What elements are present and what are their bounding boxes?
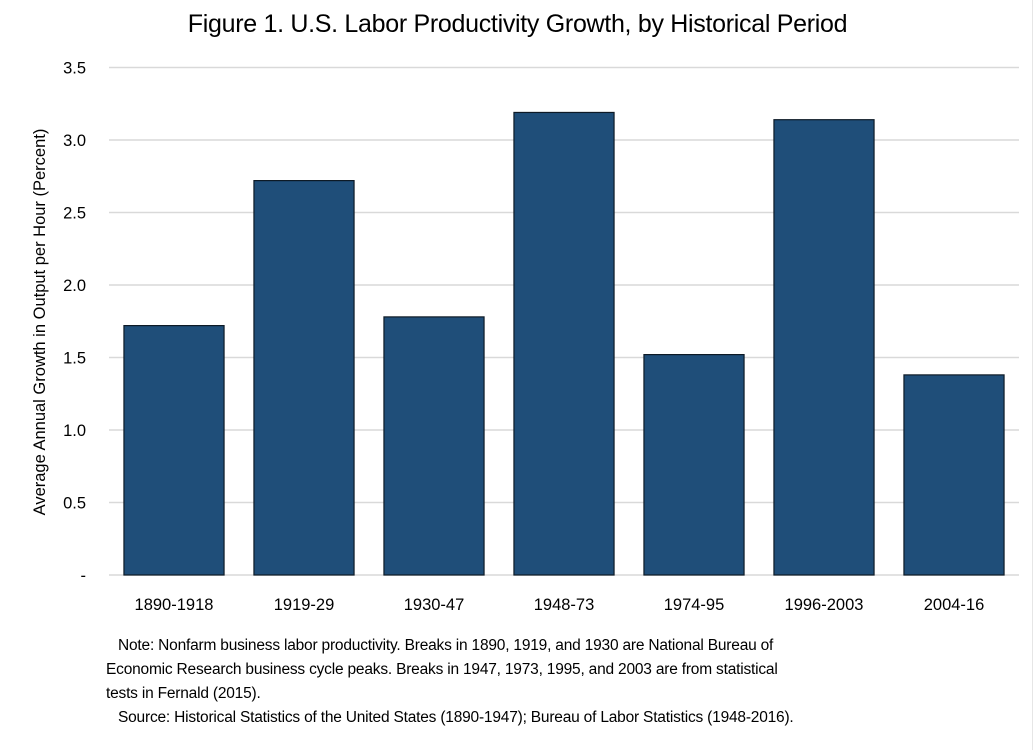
bar-chart: -0.51.01.52.02.53.03.5 1890-1918 1919-29 1… (31, 60, 1019, 614)
source-line: Source: Historical Statistics of the Uni… (118, 709, 794, 726)
x-tick-label: 2004-16 (924, 596, 985, 614)
bar-1930-47 (383, 316, 485, 576)
bar-1948-73 (513, 111, 615, 576)
y-tick-label: 2.0 (63, 277, 86, 295)
bar-1974-95 (643, 354, 745, 576)
figure-right-border (1032, 0, 1033, 750)
bars (123, 111, 1005, 576)
bar-1890-1918 (123, 325, 225, 576)
y-tick-label: 0.5 (63, 495, 86, 513)
y-tick-label: 1.0 (63, 422, 86, 440)
x-tick-label: 1948-73 (534, 596, 595, 614)
note-line-2: Economic Research business cycle peaks. … (106, 661, 778, 678)
figure-notes: Note: Nonfarm business labor productivit… (106, 634, 1006, 730)
y-tick-label: 2.5 (63, 205, 86, 223)
chart-title: Figure 1. U.S. Labor Productivity Growth… (187, 10, 848, 38)
x-tick-labels: 1890-1918 1919-29 1930-47 1948-73 1974-95 199… (135, 596, 985, 614)
note-line-3: tests in Fernald (2015). (106, 685, 261, 702)
y-tick-label: 1.5 (63, 350, 86, 368)
y-axis-label: Average Annual Growth in Output per Hour… (31, 129, 49, 516)
y-tick-label: 3.5 (63, 60, 86, 78)
bar-1919-29 (253, 180, 355, 576)
bar-1996-2003 (773, 119, 875, 576)
y-tick-labels: - 0.5 1.0 1.5 2.0 2.5 3.0 3.5 (63, 60, 86, 586)
bar-2004-16 (903, 374, 1005, 576)
note-line-1: Note: Nonfarm business labor productivit… (118, 637, 774, 654)
y-tick-label: - (81, 567, 87, 585)
x-tick-label: 1974-95 (664, 596, 725, 614)
x-tick-label: 1996-2003 (785, 596, 864, 614)
x-tick-label: 1919-29 (274, 596, 335, 614)
y-tick-label: 3.0 (63, 132, 86, 150)
x-tick-label: 1930-47 (404, 596, 465, 614)
x-tick-label: 1890-1918 (135, 596, 214, 614)
